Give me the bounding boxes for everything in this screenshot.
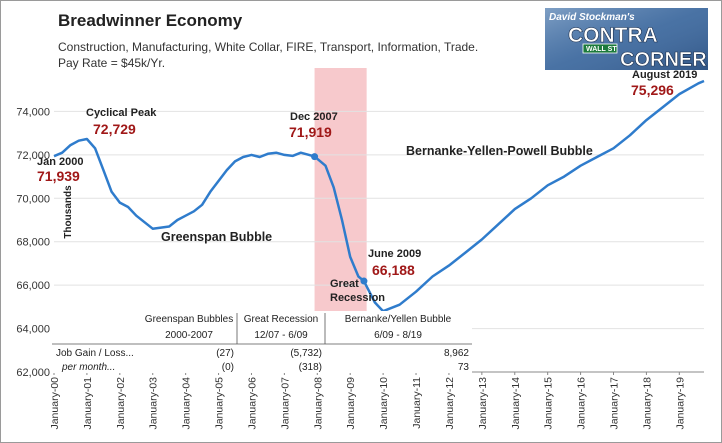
anno-greenspan-bubble: Greenspan Bubble [161, 230, 272, 244]
y-axis-label: Thousands [63, 185, 74, 239]
x-tick-label: January-02 [115, 377, 127, 430]
table-row2-label: per month... [61, 362, 115, 373]
table-col2-per-month: (318) [299, 362, 322, 373]
table-col3-gain: 8,962 [444, 348, 469, 359]
table-col1-title: Greenspan Bubbles [145, 314, 233, 325]
x-tick-label: January-17 [608, 377, 620, 430]
x-tick-label: January-11 [411, 377, 423, 429]
table-col2-gain: (5,732) [290, 348, 322, 359]
x-tick-label: January-12 [444, 377, 456, 430]
x-tick-label: January-18 [641, 377, 653, 430]
y-tick-label: 68,000 [16, 237, 50, 249]
x-tick-label: January-00 [49, 377, 61, 430]
x-tick-label: January-07 [279, 377, 291, 430]
logo-top-text: David Stockman's [549, 12, 635, 23]
x-tick-label: January-10 [378, 377, 390, 430]
x-tick-label: January-13 [477, 377, 489, 430]
anno-aug2019-label: August 2019 [632, 69, 697, 81]
x-tick-label: January-03 [148, 377, 160, 430]
x-tick-label: January-08 [312, 377, 324, 430]
anno-byp-bubble: Bernanke-Yellen-Powell Bubble [406, 144, 593, 158]
x-tick-label: January-19 [674, 377, 686, 430]
x-tick-label: January-05 [214, 377, 226, 430]
anno-dec2007-label: Dec 2007 [290, 111, 338, 123]
x-tick-label: January-16 [576, 377, 588, 430]
x-tick-label: January-09 [345, 377, 357, 430]
marker-dec2007 [311, 153, 319, 161]
table-col1-period: 2000-2007 [165, 330, 213, 341]
anno-cyclical-peak-value: 72,729 [93, 121, 136, 137]
table-row1-label: Job Gain / Loss... [56, 348, 134, 359]
table-col3-title: Bernanke/Yellen Bubble [345, 314, 452, 325]
anno-aug2019-value: 75,296 [631, 82, 674, 98]
y-tick-label: 64,000 [16, 324, 50, 336]
y-axis-ticks: 62,000 64,000 66,000 68,000 70,000 72,000 74,0… [16, 106, 50, 379]
anno-june2009-label: June 2009 [368, 248, 421, 260]
anno-cyclical-peak-label: Cyclical Peak [86, 107, 157, 119]
x-tick-label: January-04 [181, 377, 193, 430]
chart-title: Breadwinner Economy [58, 11, 243, 30]
table-col3-period: 6/09 - 8/19 [374, 330, 422, 341]
summary-table: Greenspan Bubbles 2000-2007 Great Recess… [52, 311, 472, 373]
table-col1-gain: (27) [216, 348, 234, 359]
table-col1-per-month: (0) [222, 362, 234, 373]
table-col3-per-month: 73 [458, 362, 470, 373]
chart-subtitle-line1: Construction, Manufacturing, White Colla… [58, 40, 478, 54]
y-tick-label: 66,000 [16, 280, 50, 292]
table-col2-title: Great Recession [244, 314, 318, 325]
x-tick-label: January-01 [82, 377, 94, 430]
marker-june2009 [360, 277, 368, 285]
x-tick-label: January-06 [246, 377, 258, 430]
anno-jan2000-value: 71,939 [37, 168, 80, 184]
series-line [53, 79, 705, 313]
anno-june2009-value: 66,188 [372, 262, 415, 278]
anno-great-recession-line2: Recession [330, 292, 385, 304]
x-tick-label: January-14 [510, 377, 522, 430]
y-tick-label: 74,000 [16, 106, 50, 118]
chart-subtitle-line2: Pay Rate = $45k/Yr. [58, 56, 165, 70]
anno-jan2000-label: Jan 2000 [37, 156, 83, 168]
logo-sign: WALL ST [586, 46, 617, 53]
y-tick-label: 62,000 [16, 367, 50, 379]
table-col2-period: 12/07 - 6/09 [254, 330, 308, 341]
contra-corner-logo: David Stockman's CONTRA CORNER WALL ST [545, 8, 708, 71]
x-tick-label: January-15 [543, 377, 555, 430]
y-tick-label: 72,000 [16, 150, 50, 162]
anno-dec2007-value: 71,919 [289, 124, 332, 140]
anno-great-recession-line1: Great [330, 278, 359, 290]
x-axis-ticks: January-00 January-01 January-02 January-03… [49, 372, 686, 430]
logo-line2: CORNER [620, 49, 707, 71]
y-tick-label: 70,000 [16, 193, 50, 205]
logo-line1: CONTRA [568, 24, 658, 47]
